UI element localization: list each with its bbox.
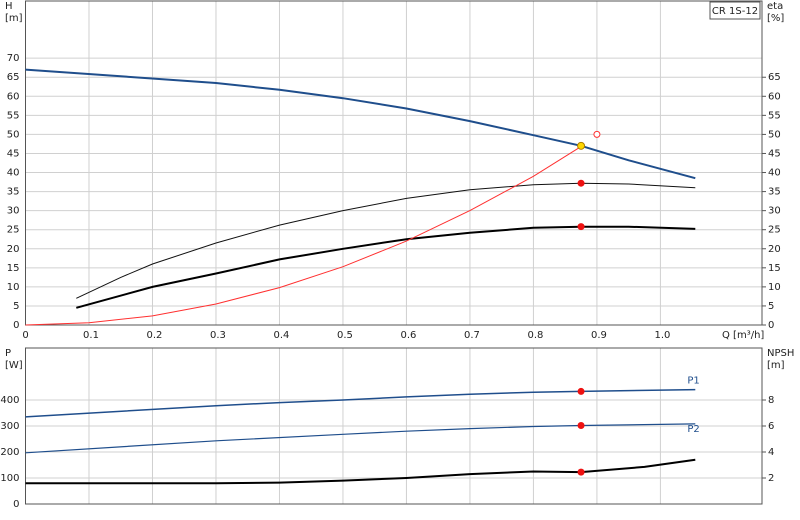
operating-point [577,223,585,231]
y2-tick-label: 35 [768,187,781,198]
y2-tick-label: 15 [768,263,781,274]
y-axis-label: [W] [5,360,23,371]
y-tick-label: 50 [7,129,20,140]
y2-tick-label: 6 [768,421,774,432]
y2-tick-label: 50 [768,129,781,140]
series-label: P2 [687,424,699,435]
y2-tick-label: 25 [768,225,781,236]
curve [25,68,696,180]
y-tick-label: 15 [7,263,20,274]
operating-point [577,179,585,187]
y2-tick-label: 10 [768,282,781,293]
x-tick-label: 0.2 [147,330,163,341]
y-tick-label: 55 [7,110,20,121]
series-label: P1 [687,376,699,387]
y2-tick-label: 4 [768,447,774,458]
x-tick-label: 0 [22,330,28,341]
x-tick-label: 0.5 [337,330,353,341]
y-tick-label: 100 [0,473,19,484]
operating-point [577,468,585,476]
curve [76,225,696,309]
y-tick-label: 60 [7,91,20,102]
y2-tick-label: 20 [768,244,781,255]
curve [76,182,696,299]
operating-point [577,421,585,429]
y-axis-label: [m] [5,13,23,24]
y-tick-label: 0 [13,499,19,510]
y-tick-label: 40 [7,168,20,179]
y-tick-label: 300 [0,421,19,432]
y2-tick-label: 0 [768,320,774,331]
y-tick-label: 0 [13,320,19,331]
y-tick-label: 5 [13,301,19,312]
curve [25,388,696,418]
y2-axis-label: eta [767,1,783,12]
y2-tick-label: 45 [768,148,781,159]
y-tick-label: 20 [7,244,20,255]
x-tick-label: 0.1 [83,330,99,341]
x-tick-label: 0.8 [527,330,543,341]
y2-tick-label: 8 [768,395,774,406]
operating-point [577,387,585,395]
y-tick-label: 70 [7,53,20,64]
x-tick-label: 1.0 [654,330,670,341]
plot-frame [25,347,763,505]
y-tick-label: 35 [7,187,20,198]
x-tick-label: 0.9 [591,330,607,341]
operating-point [577,141,586,150]
y-tick-label: 45 [7,148,20,159]
plot-frame [25,0,763,326]
y2-tick-label: 60 [768,91,781,102]
x-tick-label: 0.7 [464,330,480,341]
y2-axis-label: NPSH [767,348,794,359]
y2-tick-label: 65 [768,72,781,83]
x-tick-label: 0.6 [400,330,416,341]
y-tick-label: 400 [0,395,19,406]
y-tick-label: 200 [0,447,19,458]
curve [25,423,696,454]
title-box [709,1,761,20]
x-axis-label: Q [m³/h] [722,330,764,341]
y2-tick-label: 5 [768,301,774,312]
y2-axis-label: [m] [767,360,785,371]
y-axis-label: P [5,348,11,359]
y-axis-label: H [5,1,13,12]
operating-point [593,130,601,138]
y-tick-label: 30 [7,206,20,217]
curve [25,458,696,485]
x-tick-label: 0.4 [274,330,290,341]
curve [25,146,582,326]
y2-tick-label: 40 [768,168,781,179]
y-tick-label: 10 [7,282,20,293]
y-tick-label: 65 [7,72,20,83]
chart-title: CR 1S-12 [712,6,758,17]
x-tick-label: 0.3 [210,330,226,341]
y-tick-label: 25 [7,225,20,236]
y2-tick-label: 55 [768,110,781,121]
y2-tick-label: 30 [768,206,781,217]
y2-axis-label: [%] [767,13,784,24]
y2-tick-label: 2 [768,473,774,484]
